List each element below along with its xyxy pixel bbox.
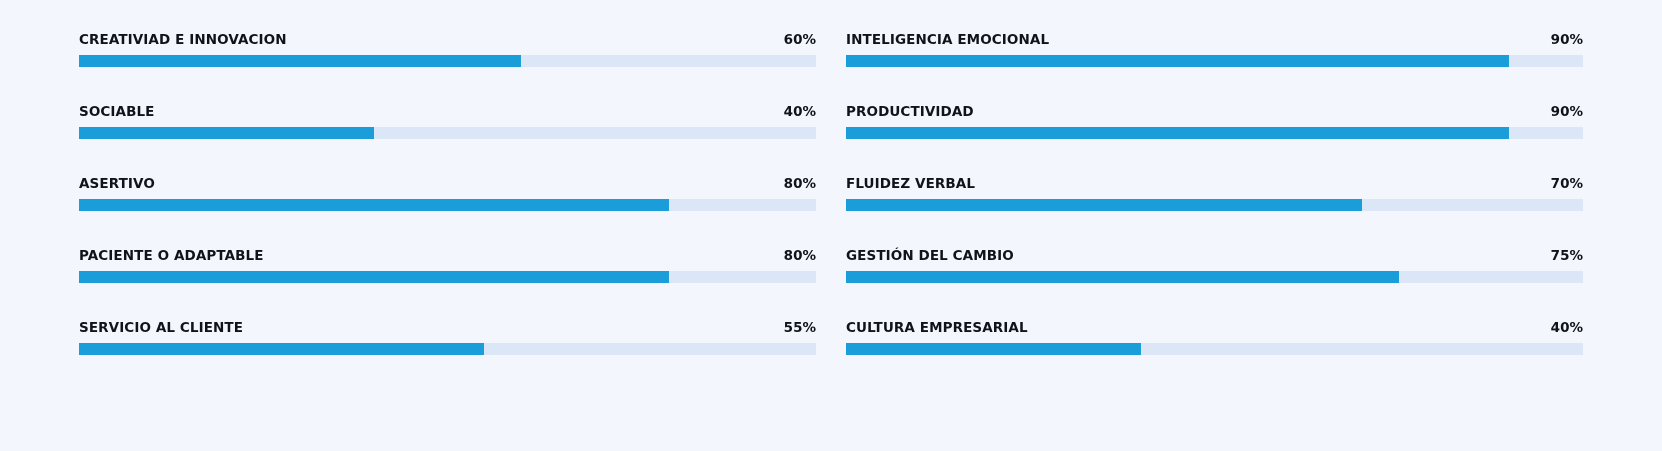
skill-percentage: 60% bbox=[783, 32, 816, 48]
skill-item: PACIENTE O ADAPTABLE 80% bbox=[79, 246, 816, 318]
skill-percentage: 70% bbox=[1550, 176, 1583, 192]
skill-percentage: 55% bbox=[783, 320, 816, 336]
progress-track bbox=[846, 127, 1583, 139]
progress-fill bbox=[79, 199, 669, 211]
progress-track bbox=[79, 55, 816, 67]
skill-label: CULTURA EMPRESARIAL bbox=[846, 320, 1028, 336]
skill-label: SOCIABLE bbox=[79, 104, 155, 120]
skill-label: INTELIGENCIA EMOCIONAL bbox=[846, 32, 1050, 48]
skill-percentage: 40% bbox=[783, 104, 816, 120]
progress-fill bbox=[79, 55, 522, 67]
skills-column-right: INTELIGENCIA EMOCIONAL 90% PRODUCTIVIDAD… bbox=[846, 30, 1583, 390]
skill-label: CREATIVIAD E INNOVACION bbox=[79, 32, 287, 48]
progress-fill bbox=[846, 55, 1510, 67]
progress-track bbox=[79, 343, 816, 355]
skill-label: SERVICIO AL CLIENTE bbox=[79, 320, 244, 336]
progress-track bbox=[846, 343, 1583, 355]
skill-percentage: 90% bbox=[1550, 32, 1583, 48]
skill-item: FLUIDEZ VERBAL 70% bbox=[846, 174, 1583, 246]
progress-fill bbox=[79, 127, 374, 139]
skill-label: FLUIDEZ VERBAL bbox=[846, 176, 976, 192]
progress-fill bbox=[846, 127, 1510, 139]
progress-track bbox=[79, 271, 816, 283]
progress-track bbox=[846, 55, 1583, 67]
skill-item: SOCIABLE 40% bbox=[79, 102, 816, 174]
skill-item: GESTIÓN DEL CAMBIO 75% bbox=[846, 246, 1583, 318]
skill-percentage: 80% bbox=[783, 248, 816, 264]
skill-percentage: 80% bbox=[783, 176, 816, 192]
skills-column-left: CREATIVIAD E INNOVACION 60% SOCIABLE 40%… bbox=[79, 30, 816, 390]
skill-item: SERVICIO AL CLIENTE 55% bbox=[79, 318, 816, 390]
progress-fill bbox=[846, 271, 1399, 283]
skill-item: CREATIVIAD E INNOVACION 60% bbox=[79, 30, 816, 102]
progress-track bbox=[846, 271, 1583, 283]
skill-percentage: 40% bbox=[1550, 320, 1583, 336]
skill-label: GESTIÓN DEL CAMBIO bbox=[846, 248, 1014, 264]
progress-fill bbox=[79, 343, 485, 355]
progress-track bbox=[79, 127, 816, 139]
progress-fill bbox=[846, 199, 1362, 211]
skill-label: PACIENTE O ADAPTABLE bbox=[79, 248, 264, 264]
skills-section: CREATIVIAD E INNOVACION 60% SOCIABLE 40%… bbox=[79, 30, 1583, 390]
progress-fill bbox=[846, 343, 1141, 355]
progress-track bbox=[846, 199, 1583, 211]
skill-percentage: 75% bbox=[1550, 248, 1583, 264]
skill-item: INTELIGENCIA EMOCIONAL 90% bbox=[846, 30, 1583, 102]
skill-item: PRODUCTIVIDAD 90% bbox=[846, 102, 1583, 174]
skill-percentage: 90% bbox=[1550, 104, 1583, 120]
skill-label: PRODUCTIVIDAD bbox=[846, 104, 974, 120]
progress-track bbox=[79, 199, 816, 211]
skill-label: ASERTIVO bbox=[79, 176, 155, 192]
progress-fill bbox=[79, 271, 669, 283]
skill-item: ASERTIVO 80% bbox=[79, 174, 816, 246]
skill-item: CULTURA EMPRESARIAL 40% bbox=[846, 318, 1583, 390]
